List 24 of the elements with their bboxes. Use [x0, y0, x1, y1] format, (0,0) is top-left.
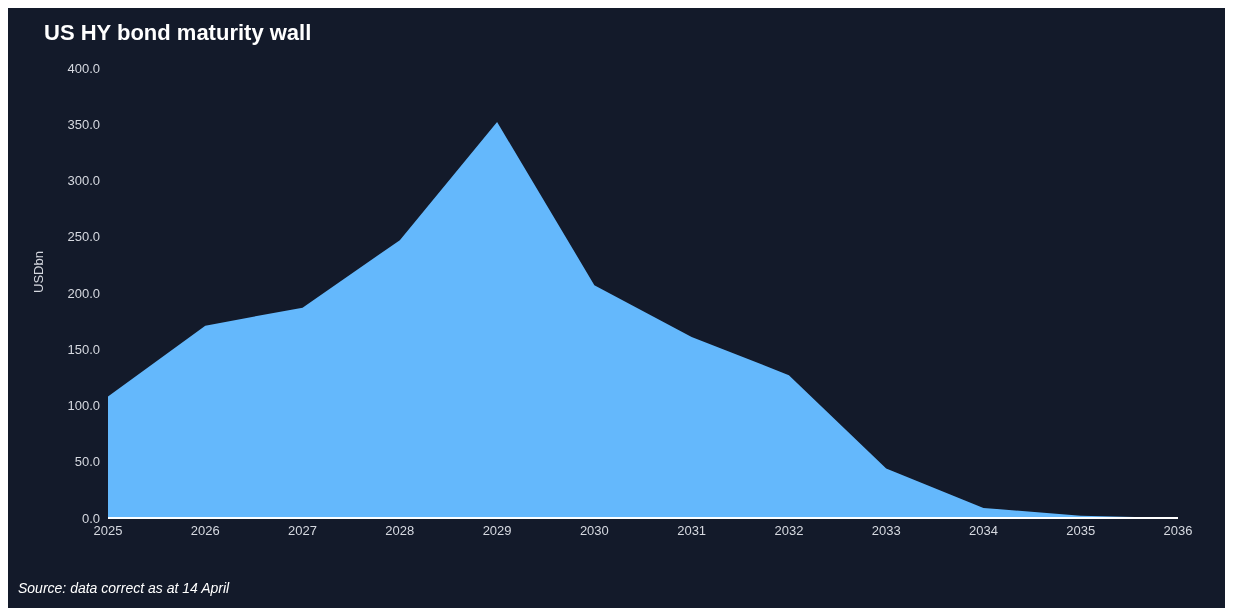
x-tick-label: 2029 — [482, 523, 512, 539]
x-tick-label: 2032 — [774, 523, 804, 539]
x-tick-label: 2036 — [1163, 523, 1193, 539]
source-note: Source: data correct as at 14 April — [18, 580, 230, 596]
y-tick-label: 50.0 — [74, 454, 100, 470]
x-tick-label: 2031 — [677, 523, 707, 539]
y-axis-title: USDbn — [30, 251, 46, 293]
x-tick-label: 2030 — [579, 523, 609, 539]
y-tick-label: 0.0 — [81, 510, 100, 526]
y-tick-label: 100.0 — [67, 398, 100, 414]
y-tick-label: 150.0 — [67, 341, 100, 357]
y-tick-label: 250.0 — [67, 229, 100, 245]
x-tick-label: 2034 — [968, 523, 998, 539]
chart-title: US HY bond maturity wall — [44, 20, 312, 46]
y-tick-label: 400.0 — [67, 60, 100, 76]
x-tick-label: 2025 — [93, 523, 123, 539]
x-tick-label: 2033 — [871, 523, 901, 539]
x-tick-label: 2035 — [1066, 523, 1096, 539]
x-tick-label: 2028 — [385, 523, 415, 539]
y-tick-label: 300.0 — [67, 173, 100, 189]
x-tick-label: 2027 — [288, 523, 318, 539]
y-tick-label: 200.0 — [67, 285, 100, 301]
x-tick-label: 2026 — [190, 523, 220, 539]
y-tick-label: 350.0 — [67, 116, 100, 132]
